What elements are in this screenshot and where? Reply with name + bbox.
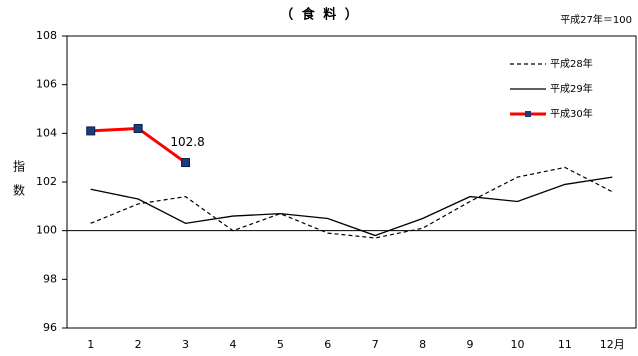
x-tick-label: 3 — [182, 338, 189, 351]
point-marker — [133, 123, 143, 133]
x-tick-label: 12月 — [600, 338, 625, 351]
base-note: 平成27年＝100 — [560, 13, 632, 26]
x-tick-label: 5 — [277, 338, 284, 351]
data-label: 102.8 — [170, 135, 204, 149]
y-tick-label: 98 — [43, 272, 57, 285]
y-axis-label: 指数 — [12, 159, 26, 208]
x-tick-label: 8 — [419, 338, 426, 351]
point-marker — [86, 126, 96, 136]
x-tick-label: 9 — [467, 338, 474, 351]
legend-label: 平成30年 — [550, 107, 593, 120]
point-marker — [181, 158, 191, 168]
plot-frame — [66, 35, 637, 329]
x-tick-label: 6 — [324, 338, 331, 351]
x-tick-label: 4 — [229, 338, 236, 351]
legend-marker — [525, 111, 531, 117]
legend-label: 平成29年 — [550, 82, 593, 95]
chart-title: （ 食 料 ） — [280, 7, 360, 23]
y-tick-label: 100 — [36, 224, 57, 237]
x-tick-label: 10 — [510, 338, 524, 351]
y-tick-label: 106 — [36, 78, 57, 91]
legend-label: 平成28年 — [550, 57, 593, 70]
y-tick-label: 104 — [36, 126, 57, 139]
series-line — [90, 176, 613, 237]
y-tick-label: 96 — [43, 321, 57, 334]
y-tick-label: 102 — [36, 175, 57, 188]
x-tick-label: 11 — [558, 338, 572, 351]
y-tick-label: 108 — [36, 29, 57, 42]
x-tick-label: 7 — [372, 338, 379, 351]
x-tick-label: 2 — [135, 338, 142, 351]
series-line — [90, 166, 613, 239]
x-tick-label: 1 — [87, 338, 94, 351]
